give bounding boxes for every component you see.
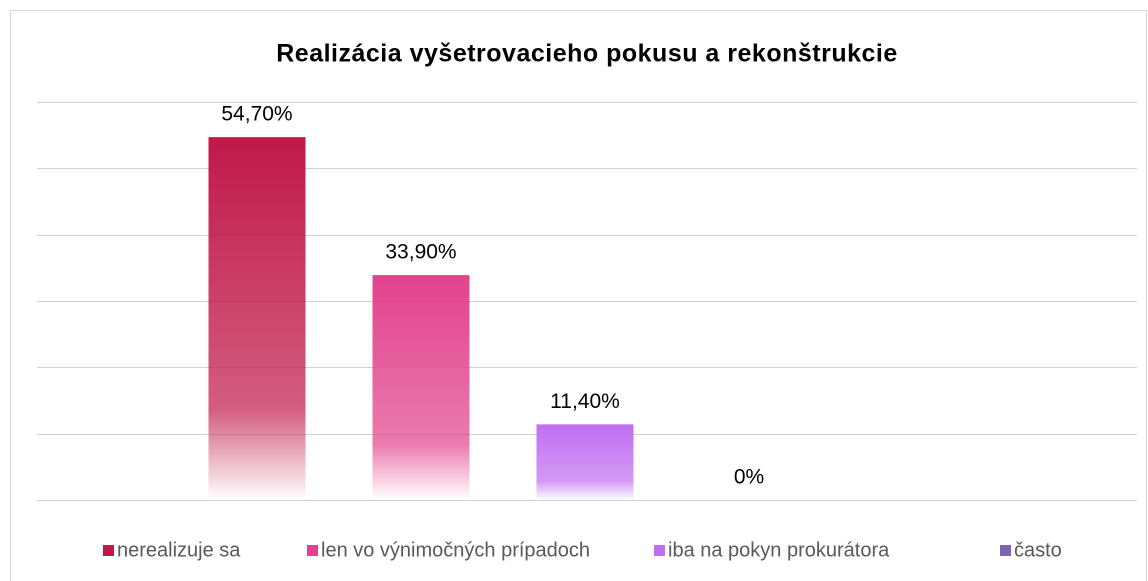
data-label: 0%: [734, 466, 764, 489]
legend-label: nerealizuje sa: [117, 539, 241, 561]
data-label: 54,70%: [221, 103, 292, 126]
bar: [208, 137, 306, 500]
chart-title: Realizácia vyšetrovacieho pokusu a rekon…: [276, 40, 898, 68]
legend-marker: [654, 545, 665, 556]
legend-marker: [1000, 545, 1011, 556]
data-label: 33,90%: [385, 241, 456, 264]
data-label: 11,40%: [550, 390, 620, 413]
bar: [536, 424, 634, 500]
legend-label: len vo výnimočných prípadoch: [321, 539, 590, 561]
legend-marker: [307, 545, 318, 556]
legend-label: iba na pokyn prokurátora: [668, 539, 890, 561]
bar: [372, 275, 470, 500]
legend-marker: [103, 545, 114, 556]
legend-label: často: [1014, 539, 1062, 561]
